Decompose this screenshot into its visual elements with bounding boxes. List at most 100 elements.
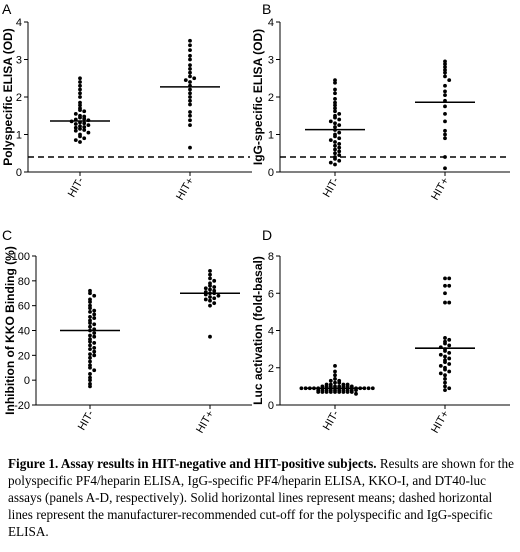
y-tick-label: 0 xyxy=(268,167,274,179)
data-point xyxy=(203,297,208,302)
data-point xyxy=(78,134,82,139)
data-point xyxy=(92,293,97,298)
data-point xyxy=(333,96,337,101)
data-point xyxy=(88,365,92,370)
y-tick-label: 3 xyxy=(16,55,22,67)
data-point xyxy=(188,145,192,150)
data-point xyxy=(443,291,447,296)
data-point xyxy=(447,337,452,342)
y-tick-label: 4 xyxy=(268,17,274,29)
data-point xyxy=(328,138,333,143)
data-point xyxy=(82,116,87,121)
data-point xyxy=(333,91,337,96)
x-tick-label: HIT- xyxy=(321,408,342,432)
data-point xyxy=(328,390,333,394)
data-point xyxy=(78,95,82,99)
panel-letter: A xyxy=(2,1,12,17)
y-tick-label: 4 xyxy=(16,17,22,29)
data-point xyxy=(78,100,82,105)
data-point xyxy=(78,83,82,88)
data-point xyxy=(88,306,92,311)
data-point xyxy=(88,339,92,344)
data-point xyxy=(78,76,82,81)
data-point xyxy=(88,291,92,296)
data-point xyxy=(443,93,447,98)
data-point xyxy=(443,128,447,133)
data-point xyxy=(88,359,92,364)
data-point xyxy=(203,286,208,291)
data-point xyxy=(337,158,342,163)
data-point xyxy=(73,128,78,133)
data-point xyxy=(78,103,82,108)
y-tick-label: 20 xyxy=(18,350,30,362)
data-point xyxy=(92,349,97,354)
data-point xyxy=(438,371,443,376)
data-point xyxy=(333,134,337,139)
x-tick-label: HIT+ xyxy=(429,409,451,436)
y-tick-label: 40 xyxy=(18,326,30,338)
data-point xyxy=(328,160,333,165)
panel-letter: D xyxy=(262,227,272,243)
data-point xyxy=(333,125,337,129)
data-point xyxy=(92,368,97,373)
data-point xyxy=(88,300,92,304)
data-point xyxy=(337,123,342,128)
data-point xyxy=(86,130,91,135)
y-axis-label: Inhibition of KKO Binding (%) xyxy=(3,246,17,415)
data-point xyxy=(447,386,452,391)
data-point xyxy=(333,363,337,368)
data-point xyxy=(208,269,212,273)
data-point xyxy=(78,80,82,84)
data-point xyxy=(188,74,192,79)
data-point xyxy=(88,378,92,383)
data-point xyxy=(333,369,337,374)
data-point xyxy=(82,121,87,126)
data-point xyxy=(88,355,92,360)
y-axis-label: Luc activation (fold-basal) xyxy=(251,256,265,405)
data-point xyxy=(443,349,447,353)
data-point xyxy=(337,390,342,394)
caption-title: Figure 1. Assay results in HIT-negative … xyxy=(8,456,377,471)
data-point xyxy=(212,296,217,301)
y-tick-label: 80 xyxy=(18,276,30,288)
data-point xyxy=(333,384,337,389)
data-point xyxy=(443,367,447,372)
data-point xyxy=(188,66,192,71)
data-point xyxy=(188,98,192,103)
data-point xyxy=(299,386,304,391)
data-point xyxy=(443,59,447,64)
data-point xyxy=(212,285,217,289)
data-point xyxy=(208,287,212,292)
data-point xyxy=(82,136,87,141)
data-point xyxy=(78,140,82,144)
data-point xyxy=(443,65,447,69)
data-point xyxy=(337,153,342,158)
data-point xyxy=(443,283,447,288)
data-point xyxy=(183,78,188,83)
data-point xyxy=(73,138,78,143)
data-point xyxy=(438,352,443,357)
data-point xyxy=(328,384,333,389)
data-point xyxy=(333,121,337,126)
data-point xyxy=(443,89,447,94)
data-point xyxy=(443,62,447,66)
data-point xyxy=(320,390,325,394)
data-point xyxy=(447,300,452,305)
data-point xyxy=(188,113,192,118)
caption-body: Results are shown for the polyspecific P… xyxy=(8,456,514,539)
data-point xyxy=(212,278,217,283)
data-point xyxy=(341,384,346,389)
data-point xyxy=(88,321,92,325)
data-point xyxy=(333,156,337,161)
y-tick-label: 2 xyxy=(16,92,22,104)
data-point xyxy=(443,83,447,88)
data-point xyxy=(337,141,342,146)
data-point xyxy=(443,104,447,109)
data-point xyxy=(82,125,87,129)
panel-letter: B xyxy=(262,1,271,17)
data-point xyxy=(78,91,82,96)
